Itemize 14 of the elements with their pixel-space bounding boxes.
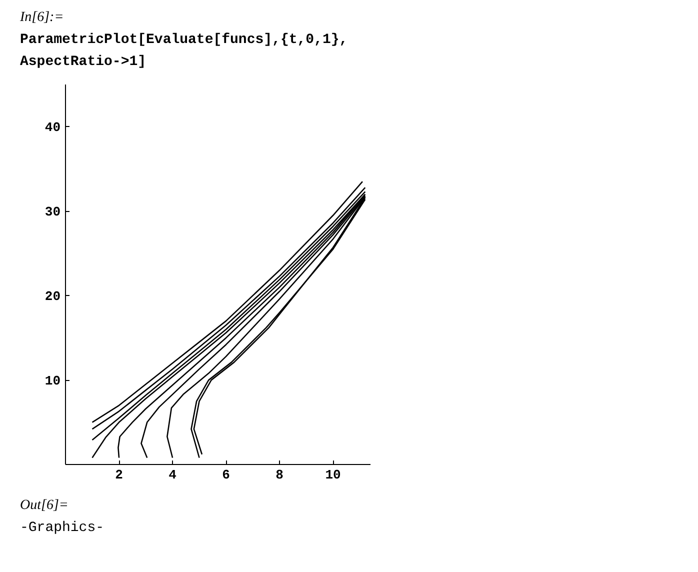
x-tick-label: 4	[168, 468, 177, 482]
text: In[6]:=	[20, 9, 64, 27]
text: -Graphics-	[20, 519, 104, 538]
x-tick-label: 8	[276, 468, 284, 482]
y-tick-label: 20	[44, 289, 61, 304]
text: AspectRatio->1]	[20, 53, 146, 72]
text: Out[6]=	[20, 497, 68, 515]
x-tick-label: 6	[222, 468, 230, 482]
x-tick-label: 10	[325, 468, 342, 482]
y-tick-label: 40	[44, 120, 61, 136]
y-tick-label: 10	[44, 374, 61, 389]
text: ParametricPlot[Evaluate[funcs],{t,0,1},	[20, 31, 348, 50]
x-tick-label: 2	[115, 468, 124, 482]
y-tick-label: 30	[44, 204, 61, 220]
